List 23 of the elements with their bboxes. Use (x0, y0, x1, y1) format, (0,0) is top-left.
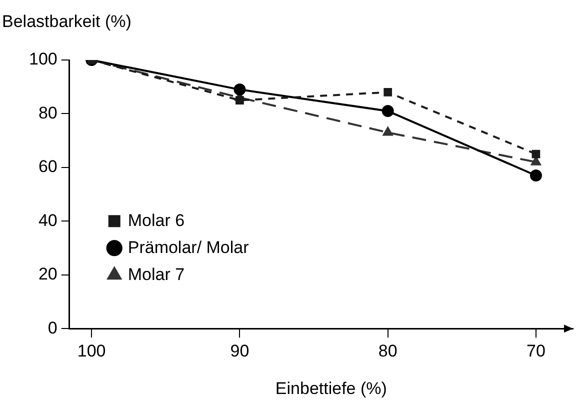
y-tick-label: 20 (38, 264, 58, 284)
point (236, 96, 244, 104)
legend-label: Molar 7 (128, 264, 185, 284)
point (382, 105, 394, 118)
legend-label: Prämolar/ Molar (128, 238, 250, 257)
y-tick-label: 80 (38, 103, 58, 122)
x-tick-label: 90 (230, 341, 250, 360)
y-axis-title: Belastbarkeit (%) (2, 12, 132, 31)
point (530, 170, 542, 182)
point (382, 127, 393, 136)
y-tick-label: 40 (38, 210, 58, 230)
x-tick-label: 80 (378, 341, 398, 360)
y-tick-label: 100 (28, 50, 58, 69)
legend-label: Molar 6 (128, 210, 185, 230)
y-tick-label: 0 (48, 318, 58, 338)
point (384, 88, 392, 96)
point (532, 150, 540, 158)
y-tick-label: 60 (38, 157, 58, 176)
point (531, 156, 541, 166)
x-tick-label: 100 (77, 341, 106, 360)
point (234, 84, 246, 96)
x-tick-label: 70 (526, 341, 546, 360)
x-axis-title: Einbettiefe (%) (275, 379, 387, 398)
